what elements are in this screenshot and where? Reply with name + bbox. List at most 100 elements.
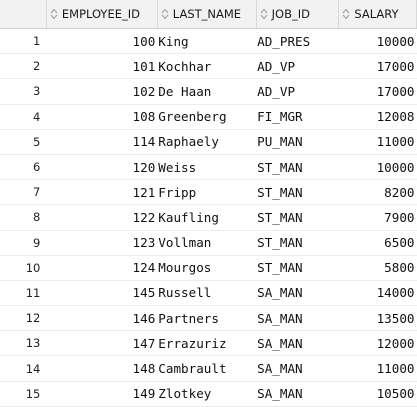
- cell-salary[interactable]: 10000: [338, 154, 417, 181]
- cell-job-id[interactable]: FI_MGR: [256, 104, 339, 130]
- column-header-salary[interactable]: SALARY: [338, 0, 417, 29]
- cell-job-id[interactable]: ST_MAN: [256, 255, 339, 281]
- cell-salary[interactable]: 10500: [338, 381, 417, 407]
- cell-employee-id[interactable]: 148: [46, 355, 158, 382]
- cell-employee-id[interactable]: 147: [46, 330, 158, 357]
- cell-employee-id[interactable]: 102: [46, 78, 158, 105]
- cell-last-name[interactable]: Weiss: [157, 154, 257, 181]
- cell-job-id[interactable]: ST_MAN: [256, 179, 339, 206]
- cell-last-name[interactable]: De Haan: [157, 78, 257, 105]
- cell-last-name[interactable]: Russell: [157, 280, 257, 307]
- table-row[interactable]: 6 120 Weiss ST_MAN 10000: [0, 154, 417, 181]
- cell-job-id[interactable]: SA_MAN: [256, 355, 339, 382]
- column-header-label: EMPLOYEE_ID: [61, 7, 140, 21]
- cell-last-name[interactable]: Mourgos: [157, 255, 257, 281]
- cell-job-id[interactable]: ST_MAN: [256, 204, 339, 231]
- cell-salary[interactable]: 12000: [338, 330, 417, 357]
- row-number: 13: [0, 330, 47, 357]
- row-number: 10: [0, 255, 47, 281]
- cell-last-name[interactable]: Errazuriz: [157, 330, 257, 357]
- cell-salary[interactable]: 5800: [338, 255, 417, 281]
- cell-last-name[interactable]: Cambrault: [157, 355, 257, 382]
- cell-salary[interactable]: 11000: [338, 355, 417, 382]
- cell-employee-id[interactable]: 108: [46, 104, 158, 130]
- sort-icon[interactable]: [341, 7, 351, 21]
- table-row[interactable]: 3 102 De Haan AD_VP 17000: [0, 78, 417, 105]
- table-row[interactable]: 1 100 King AD_PRES 10000: [0, 28, 417, 55]
- column-header-label: JOB_ID: [271, 7, 310, 21]
- table-row[interactable]: 8 122 Kaufling ST_MAN 7900: [0, 204, 417, 231]
- cell-job-id[interactable]: AD_VP: [256, 53, 339, 80]
- cell-salary[interactable]: 13500: [338, 305, 417, 332]
- cell-job-id[interactable]: ST_MAN: [256, 230, 339, 256]
- cell-job-id[interactable]: SA_MAN: [256, 280, 339, 307]
- cell-job-id[interactable]: AD_VP: [256, 78, 339, 105]
- column-header-label: SALARY: [354, 7, 399, 21]
- sort-icon[interactable]: [160, 7, 170, 21]
- cell-last-name[interactable]: Kochhar: [157, 53, 257, 80]
- cell-last-name[interactable]: Greenberg: [157, 104, 257, 130]
- sort-icon[interactable]: [259, 7, 269, 21]
- row-number: 12: [0, 305, 47, 332]
- cell-last-name[interactable]: Zlotkey: [157, 381, 257, 407]
- cell-employee-id[interactable]: 145: [46, 280, 158, 307]
- cell-last-name[interactable]: Partners: [157, 305, 257, 332]
- row-number: 15: [0, 381, 47, 407]
- cell-job-id[interactable]: PU_MAN: [256, 129, 339, 155]
- row-number: 11: [0, 280, 47, 307]
- cell-employee-id[interactable]: 100: [46, 28, 158, 55]
- table-row[interactable]: 9 123 Vollman ST_MAN 6500: [0, 230, 417, 256]
- column-header-employee-id[interactable]: EMPLOYEE_ID: [46, 0, 158, 29]
- cell-employee-id[interactable]: 123: [46, 230, 158, 256]
- cell-salary[interactable]: 14000: [338, 280, 417, 307]
- table-row[interactable]: 13 147 Errazuriz SA_MAN 12000: [0, 330, 417, 357]
- row-number: 4: [0, 104, 47, 130]
- column-header-last-name[interactable]: LAST_NAME: [157, 0, 257, 29]
- column-header-job-id[interactable]: JOB_ID: [256, 0, 340, 29]
- table-row[interactable]: 11 145 Russell SA_MAN 14000: [0, 280, 417, 307]
- cell-job-id[interactable]: AD_PRES: [256, 28, 339, 55]
- cell-employee-id[interactable]: 101: [46, 53, 158, 80]
- row-number: 5: [0, 129, 47, 155]
- cell-last-name[interactable]: Vollman: [157, 230, 257, 256]
- table-row[interactable]: 14 148 Cambrault SA_MAN 11000: [0, 355, 417, 382]
- cell-employee-id[interactable]: 124: [46, 255, 158, 281]
- cell-salary[interactable]: 17000: [338, 78, 417, 105]
- row-number: 3: [0, 78, 47, 105]
- table-row[interactable]: 5 114 Raphaely PU_MAN 11000: [0, 129, 417, 155]
- row-number: 7: [0, 179, 47, 206]
- cell-salary[interactable]: 8200: [338, 179, 417, 206]
- cell-salary[interactable]: 17000: [338, 53, 417, 80]
- grid-body: 1 100 King AD_PRES 10000 2 101 Kochhar A…: [0, 28, 417, 407]
- cell-job-id[interactable]: SA_MAN: [256, 330, 339, 357]
- sort-icon[interactable]: [49, 7, 59, 21]
- table-row[interactable]: 4 108 Greenberg FI_MGR 12008: [0, 104, 417, 130]
- cell-last-name[interactable]: King: [157, 28, 257, 55]
- cell-employee-id[interactable]: 122: [46, 204, 158, 231]
- table-row[interactable]: 15 149 Zlotkey SA_MAN 10500: [0, 381, 417, 407]
- cell-job-id[interactable]: SA_MAN: [256, 305, 339, 332]
- cell-salary[interactable]: 12008: [338, 104, 417, 130]
- cell-last-name[interactable]: Kaufling: [157, 204, 257, 231]
- cell-last-name[interactable]: Raphaely: [157, 129, 257, 155]
- column-header-label: LAST_NAME: [172, 7, 242, 21]
- cell-employee-id[interactable]: 120: [46, 154, 158, 181]
- cell-job-id[interactable]: SA_MAN: [256, 381, 339, 407]
- cell-employee-id[interactable]: 146: [46, 305, 158, 332]
- table-row[interactable]: 2 101 Kochhar AD_VP 17000: [0, 53, 417, 80]
- cell-employee-id[interactable]: 121: [46, 179, 158, 206]
- table-row[interactable]: 12 146 Partners SA_MAN 13500: [0, 305, 417, 332]
- row-number: 9: [0, 230, 47, 256]
- cell-job-id[interactable]: ST_MAN: [256, 154, 339, 181]
- cell-salary[interactable]: 6500: [338, 230, 417, 256]
- cell-salary[interactable]: 10000: [338, 28, 417, 55]
- cell-salary[interactable]: 7900: [338, 204, 417, 231]
- table-row[interactable]: 7 121 Fripp ST_MAN 8200: [0, 179, 417, 206]
- table-row[interactable]: 10 124 Mourgos ST_MAN 5800: [0, 255, 417, 281]
- cell-salary[interactable]: 11000: [338, 129, 417, 155]
- corner-header-cell: [0, 0, 47, 29]
- cell-employee-id[interactable]: 149: [46, 381, 158, 407]
- cell-employee-id[interactable]: 114: [46, 129, 158, 155]
- cell-last-name[interactable]: Fripp: [157, 179, 257, 206]
